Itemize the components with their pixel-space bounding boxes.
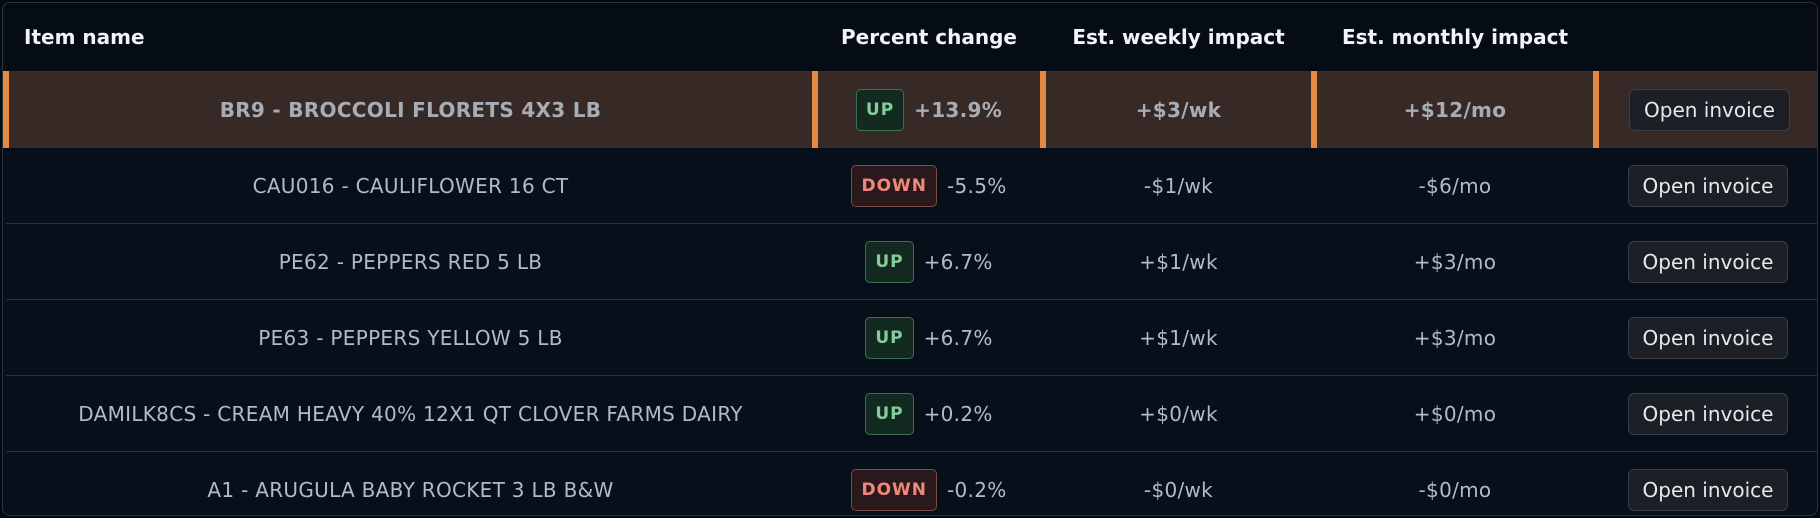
direction-badge: UP: [855, 88, 905, 131]
header-cell: Est. weekly impact: [1043, 3, 1314, 72]
item-name: PE62 - PEPPERS RED 5 LB: [6, 223, 815, 300]
open-invoice-button[interactable]: Open invoice: [1627, 392, 1789, 435]
action-cell: Open invoice: [1596, 147, 1817, 224]
percent-cell: DOWN -0.2%: [815, 452, 1043, 516]
open-invoice-button[interactable]: Open invoice: [1627, 164, 1789, 207]
percent-change: +0.2%: [923, 401, 993, 426]
direction-badge: UP: [865, 240, 914, 283]
header-cell: Item name: [6, 3, 815, 72]
direction-badge: UP: [865, 316, 914, 359]
table-row: A1 - ARUGULA BABY ROCKET 3 LB B&W DOWN -0.…: [6, 452, 1817, 516]
action-cell: Open invoice: [1596, 452, 1817, 516]
percent-cell: UP +6.7%: [815, 299, 1043, 376]
open-invoice-button[interactable]: Open invoice: [1627, 240, 1789, 283]
item-name: BR9 - BROCCOLI FLORETS 4X3 LB: [3, 71, 815, 148]
percent-change: +6.7%: [923, 249, 993, 274]
percent-change: +13.9%: [914, 97, 1003, 122]
monthly-impact: -$6/mo: [1314, 147, 1596, 224]
percent-change: -5.5%: [947, 173, 1007, 198]
table-row: CAU016 - CAULIFLOWER 16 CT DOWN -5.5% -$1/w…: [6, 147, 1817, 224]
percent-change: -0.2%: [947, 477, 1007, 502]
header-cell: [1596, 3, 1817, 72]
open-invoice-button[interactable]: Open invoice: [1627, 316, 1789, 359]
monthly-impact: +$3/mo: [1314, 299, 1596, 376]
header-cell: Est. monthly impact: [1314, 3, 1596, 72]
direction-badge: DOWN: [851, 164, 937, 207]
table-body: BR9 - BROCCOLI FLORETS 4X3 LB UP +13.9% +$3…: [3, 71, 1817, 516]
direction-badge: UP: [865, 392, 914, 435]
action-cell: Open invoice: [1596, 223, 1817, 300]
direction-badge: DOWN: [851, 468, 937, 511]
percent-change: +6.7%: [923, 325, 993, 350]
table-row: DAMILK8CS - CREAM HEAVY 40% 12X1 QT CLOV…: [6, 375, 1817, 452]
action-cell: Open invoice: [1596, 299, 1817, 376]
item-name: PE63 - PEPPERS YELLOW 5 LB: [6, 299, 815, 376]
weekly-impact: +$1/wk: [1043, 223, 1314, 300]
header-cell: Percent change: [815, 3, 1043, 72]
monthly-impact: +$12/mo: [1311, 71, 1596, 148]
monthly-impact: +$3/mo: [1314, 223, 1596, 300]
weekly-impact: -$1/wk: [1043, 147, 1314, 224]
monthly-impact: +$0/mo: [1314, 375, 1596, 452]
header-row: Item name Percent change Est. weekly imp…: [6, 3, 1817, 72]
table-row: BR9 - BROCCOLI FLORETS 4X3 LB UP +13.9% +$3…: [3, 71, 1817, 148]
action-cell: Open invoice: [1593, 71, 1817, 148]
weekly-impact: +$3/wk: [1040, 71, 1314, 148]
weekly-impact: -$0/wk: [1143, 477, 1214, 502]
item-name: A1 - ARUGULA BABY ROCKET 3 LB B&W: [207, 477, 614, 502]
weekly-impact: +$0/wk: [1043, 375, 1314, 452]
action-cell: Open invoice: [1596, 375, 1817, 452]
percent-cell: DOWN -5.5%: [815, 147, 1043, 224]
open-invoice-button[interactable]: Open invoice: [1629, 88, 1790, 131]
table-row: PE63 - PEPPERS YELLOW 5 LB UP +6.7% +$1/wk +…: [6, 299, 1817, 376]
monthly-impact: -$0/mo: [1418, 477, 1492, 502]
item-name: DAMILK8CS - CREAM HEAVY 40% 12X1 QT CLOV…: [6, 375, 815, 452]
percent-cell: UP +6.7%: [815, 223, 1043, 300]
percent-cell: UP +13.9%: [812, 71, 1043, 148]
percent-cell: UP +0.2%: [815, 375, 1043, 452]
weekly-impact: +$1/wk: [1043, 299, 1314, 376]
item-name: CAU016 - CAULIFLOWER 16 CT: [6, 147, 815, 224]
table-row: PE62 - PEPPERS RED 5 LB UP +6.7% +$1/wk +$3/…: [6, 223, 1817, 300]
price-change-table: Item name Percent change Est. weekly imp…: [3, 3, 1817, 516]
open-invoice-button[interactable]: Open invoice: [1627, 468, 1789, 511]
